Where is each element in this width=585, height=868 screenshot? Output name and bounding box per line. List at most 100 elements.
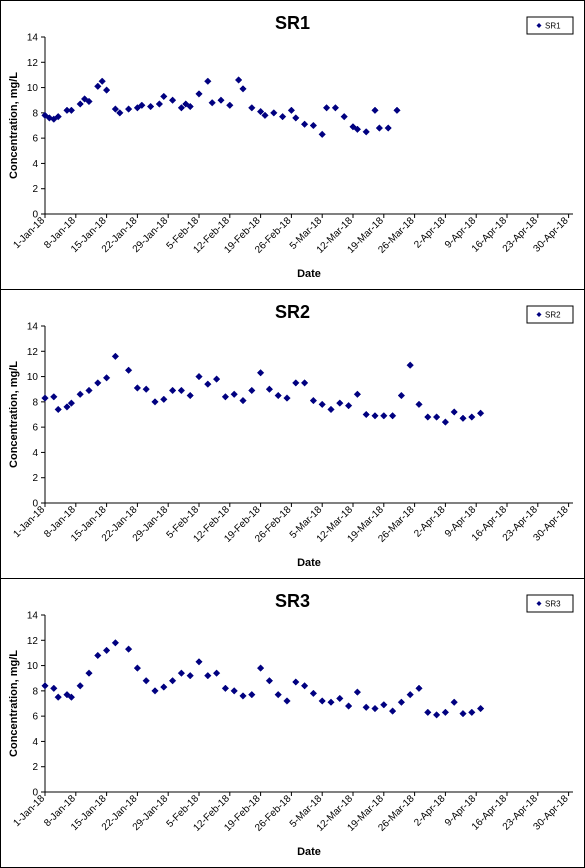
data-point xyxy=(292,678,300,686)
series-points xyxy=(41,76,401,139)
data-point xyxy=(204,77,212,85)
data-point xyxy=(160,683,168,691)
data-point xyxy=(424,708,432,717)
data-point xyxy=(318,130,326,139)
data-point xyxy=(63,403,71,411)
data-point xyxy=(248,104,256,112)
legend-label: SR1 xyxy=(545,22,561,31)
data-point xyxy=(142,385,150,393)
y-axis-label: Concentration, mg/L xyxy=(8,72,20,179)
data-point xyxy=(168,386,177,395)
data-point xyxy=(274,690,282,699)
chart-title: SR3 xyxy=(275,591,310,611)
data-point xyxy=(336,399,344,407)
data-point xyxy=(380,701,388,709)
data-point xyxy=(168,96,177,104)
y-tick-label: 8 xyxy=(32,397,38,408)
data-point xyxy=(300,682,309,690)
data-point xyxy=(195,658,203,666)
legend: SR3 xyxy=(526,594,574,613)
data-point xyxy=(168,677,177,685)
y-tick-label: 0 xyxy=(32,788,38,799)
data-point xyxy=(94,82,102,90)
data-point xyxy=(50,393,58,401)
data-point xyxy=(375,124,384,132)
data-point xyxy=(318,400,326,409)
data-point xyxy=(459,414,467,422)
x-tick-label: 1-Jan-18 xyxy=(11,793,47,829)
y-tick-label: 6 xyxy=(32,712,38,723)
data-point xyxy=(116,109,124,117)
x-tick-label: 1-Jan-18 xyxy=(11,504,47,540)
data-point xyxy=(50,684,58,692)
data-point xyxy=(230,390,238,398)
data-point xyxy=(124,366,133,374)
data-point xyxy=(371,412,379,420)
data-point xyxy=(182,100,190,108)
x-tick-label: 2-Apr-18 xyxy=(412,504,448,540)
data-point xyxy=(309,121,318,130)
data-point xyxy=(76,682,84,690)
data-point xyxy=(124,105,133,113)
data-point xyxy=(98,77,106,85)
y-tick-label: 14 xyxy=(27,611,39,622)
data-point xyxy=(226,101,234,109)
chart-panel-sr1: SR1 0 2 4 6 8 10 12 14 1-Jan-18 8-Jan-18 15-Jan-18 2… xyxy=(0,0,585,290)
y-tick-label: 12 xyxy=(27,58,39,69)
data-point xyxy=(406,690,414,699)
data-point xyxy=(265,677,274,685)
data-point xyxy=(371,106,379,114)
data-point xyxy=(432,711,441,719)
data-point xyxy=(265,385,274,393)
data-point xyxy=(468,413,476,421)
data-point xyxy=(102,86,111,94)
data-point xyxy=(300,379,309,387)
data-point xyxy=(146,102,155,111)
data-point xyxy=(138,101,146,109)
data-point xyxy=(239,692,247,700)
chart-svg-sr2: SR2024681012141-Jan-188-Jan-1815-Jan-182… xyxy=(8,302,574,569)
data-point xyxy=(353,688,362,696)
data-point xyxy=(261,111,269,120)
y-tick-label: 6 xyxy=(32,134,38,145)
data-point xyxy=(54,693,62,701)
x-axis-label: Date xyxy=(297,268,321,280)
data-point xyxy=(111,352,120,360)
data-point xyxy=(292,114,300,122)
data-point xyxy=(256,107,265,116)
data-point xyxy=(160,92,168,101)
data-point xyxy=(221,684,230,692)
data-point xyxy=(94,379,102,387)
data-point xyxy=(234,76,243,84)
data-point xyxy=(85,97,93,106)
data-point xyxy=(133,384,142,392)
series-points xyxy=(41,639,485,719)
data-point xyxy=(331,104,340,112)
data-point xyxy=(278,112,287,121)
data-point xyxy=(195,90,203,98)
y-tick-label: 0 xyxy=(32,210,38,221)
data-point xyxy=(142,677,150,685)
data-point xyxy=(415,400,423,409)
data-point xyxy=(208,99,216,107)
data-point xyxy=(415,684,423,692)
x-tick-label: 1-Jan-18 xyxy=(11,215,47,251)
y-tick-label: 10 xyxy=(27,372,39,383)
y-tick-label: 6 xyxy=(32,423,38,434)
data-point xyxy=(344,401,353,410)
data-point xyxy=(76,100,84,108)
data-point xyxy=(67,106,76,114)
x-axis-label: Date xyxy=(297,846,321,858)
x-tick-label: 2-Apr-18 xyxy=(412,215,448,251)
data-point xyxy=(406,361,414,369)
data-point xyxy=(371,704,379,713)
data-point xyxy=(397,698,406,706)
data-point xyxy=(256,369,265,377)
data-point xyxy=(397,391,406,400)
data-point xyxy=(459,709,467,718)
data-point xyxy=(309,689,318,698)
data-point xyxy=(186,672,194,680)
data-point xyxy=(283,697,291,705)
data-point xyxy=(362,128,370,136)
data-point xyxy=(111,639,120,647)
